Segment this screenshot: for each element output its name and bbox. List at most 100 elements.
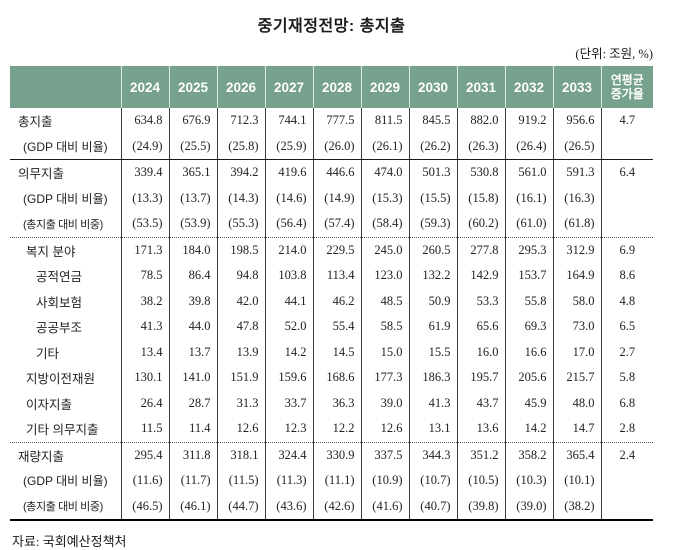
value-cell: (57.4) (312, 211, 361, 238)
value-cell: 41.3 (120, 314, 169, 340)
value-cell: 777.5 (312, 108, 361, 134)
value-cell: 530.8 (456, 159, 505, 186)
value-cell: 39.0 (360, 390, 409, 416)
growth-cell: 6.4 (600, 159, 653, 186)
value-cell: 358.2 (504, 442, 553, 468)
row-label: (총지출 대비 비중) (10, 493, 121, 521)
value-cell: 260.5 (408, 237, 457, 263)
value-cell: 153.7 (504, 263, 553, 289)
table-row: 재량지출 295.4 311.8 318.1 324.4 330.9 337.5 344.3 3… (10, 442, 653, 468)
row-label: 복지 분야 (26, 244, 76, 259)
value-cell: 198.5 (216, 237, 265, 263)
value-cell: 86.4 (168, 263, 217, 289)
value-cell: 12.2 (312, 416, 361, 443)
value-cell: (26.2) (408, 133, 457, 160)
row-label: 재량지출 (18, 449, 65, 464)
growth-cell: 4.8 (600, 288, 653, 314)
table-row: 공적연금 78.5 86.4 94.8 103.8 113.4 123.0 132.2 142.… (10, 263, 653, 289)
table-row: 지방이전재원 130.1 141.0 151.9 159.6 168.6 177.3 186.… (10, 365, 653, 391)
table-row: 사회보험 38.2 39.8 42.0 44.1 46.2 48.5 50.9 53.3 55.8… (10, 288, 653, 314)
value-cell: 561.0 (504, 159, 553, 186)
table-row: 공공부조 41.3 44.0 47.8 52.0 55.4 58.5 61.9 65.6 69.3… (10, 314, 653, 340)
value-cell: (14.6) (264, 185, 313, 211)
row-label: 공적연금 (36, 270, 83, 285)
growth-cell (600, 211, 653, 238)
value-cell: (38.2) (552, 493, 601, 521)
row-label: (총지출 대비 비중) (10, 211, 121, 238)
value-cell: (13.3) (120, 185, 169, 211)
value-cell: 12.6 (216, 416, 265, 443)
value-cell: 38.2 (120, 288, 169, 314)
value-cell: (58.4) (360, 211, 409, 238)
growth-cell: 5.8 (600, 365, 653, 391)
header-cell-year: 2029 (360, 66, 409, 108)
row-label: 공공부조 (36, 321, 83, 336)
row-label: 지방이전재원 (26, 372, 96, 387)
value-cell: 94.8 (216, 263, 265, 289)
value-cell: (61.0) (504, 211, 553, 238)
value-cell: (11.6) (120, 468, 169, 494)
value-cell: 394.2 (216, 159, 265, 186)
value-cell: 215.7 (552, 365, 601, 391)
value-cell: 295.3 (504, 237, 553, 263)
value-cell: 330.9 (312, 442, 361, 468)
value-cell: 36.3 (312, 390, 361, 416)
value-cell: (26.0) (312, 133, 361, 160)
value-cell: (55.3) (216, 211, 265, 238)
value-cell: 45.9 (504, 390, 553, 416)
header-cell-year: 2033 (552, 66, 601, 108)
value-cell: 811.5 (360, 108, 409, 134)
value-cell: 11.4 (168, 416, 217, 443)
value-cell: (14.9) (312, 185, 361, 211)
value-cell: 365.4 (552, 442, 601, 468)
growth-header-line1: 연평균 (610, 72, 644, 87)
value-cell: (10.5) (456, 468, 505, 494)
value-cell: 13.4 (120, 339, 169, 365)
value-cell: 103.8 (264, 263, 313, 289)
value-cell: (26.5) (552, 133, 601, 160)
value-cell: 33.7 (264, 390, 313, 416)
growth-cell: 4.7 (600, 108, 653, 134)
value-cell: (46.5) (120, 493, 169, 521)
value-cell: 634.8 (120, 108, 169, 134)
value-cell: 956.6 (552, 108, 601, 134)
growth-cell: 8.6 (600, 263, 653, 289)
value-cell: 164.9 (552, 263, 601, 289)
value-cell: (10.7) (408, 468, 457, 494)
value-cell: 245.0 (360, 237, 409, 263)
row-label: (GDP 대비 비율) (10, 133, 121, 160)
value-cell: 17.0 (552, 339, 601, 365)
value-cell: 53.3 (456, 288, 505, 314)
value-cell: (44.7) (216, 493, 265, 521)
value-cell: (43.6) (264, 493, 313, 521)
value-cell: 159.6 (264, 365, 313, 391)
value-cell: (53.9) (168, 211, 217, 238)
value-cell: 919.2 (504, 108, 553, 134)
value-cell: 419.6 (264, 159, 313, 186)
value-cell: 14.5 (312, 339, 361, 365)
value-cell: (25.8) (216, 133, 265, 160)
table-body: 총지출 634.8 676.9 712.3 744.1 777.5 811.5 845.5 88… (10, 108, 653, 521)
value-cell: 31.3 (216, 390, 265, 416)
row-label: 기타 (36, 346, 60, 361)
value-cell: 365.1 (168, 159, 217, 186)
value-cell: 351.2 (456, 442, 505, 468)
value-cell: 151.9 (216, 365, 265, 391)
unit-note: (단위: 조원, %) (575, 47, 653, 61)
value-cell: (13.7) (168, 185, 217, 211)
value-cell: 324.4 (264, 442, 313, 468)
value-cell: 312.9 (552, 237, 601, 263)
value-cell: (25.9) (264, 133, 313, 160)
value-cell: (16.3) (552, 185, 601, 211)
value-cell: 78.5 (120, 263, 169, 289)
value-cell: (42.6) (312, 493, 361, 521)
header-cell-year: 2025 (168, 66, 217, 108)
table-row: 의무지출 339.4 365.1 394.2 419.6 446.6 474.0 501.3 5… (10, 159, 653, 186)
growth-cell: 2.4 (600, 442, 653, 468)
value-cell: 277.8 (456, 237, 505, 263)
value-cell: 12.3 (264, 416, 313, 443)
table-row: 총지출 634.8 676.9 712.3 744.1 777.5 811.5 845.5 88… (10, 108, 653, 134)
value-cell: 214.0 (264, 237, 313, 263)
value-cell: 13.9 (216, 339, 265, 365)
